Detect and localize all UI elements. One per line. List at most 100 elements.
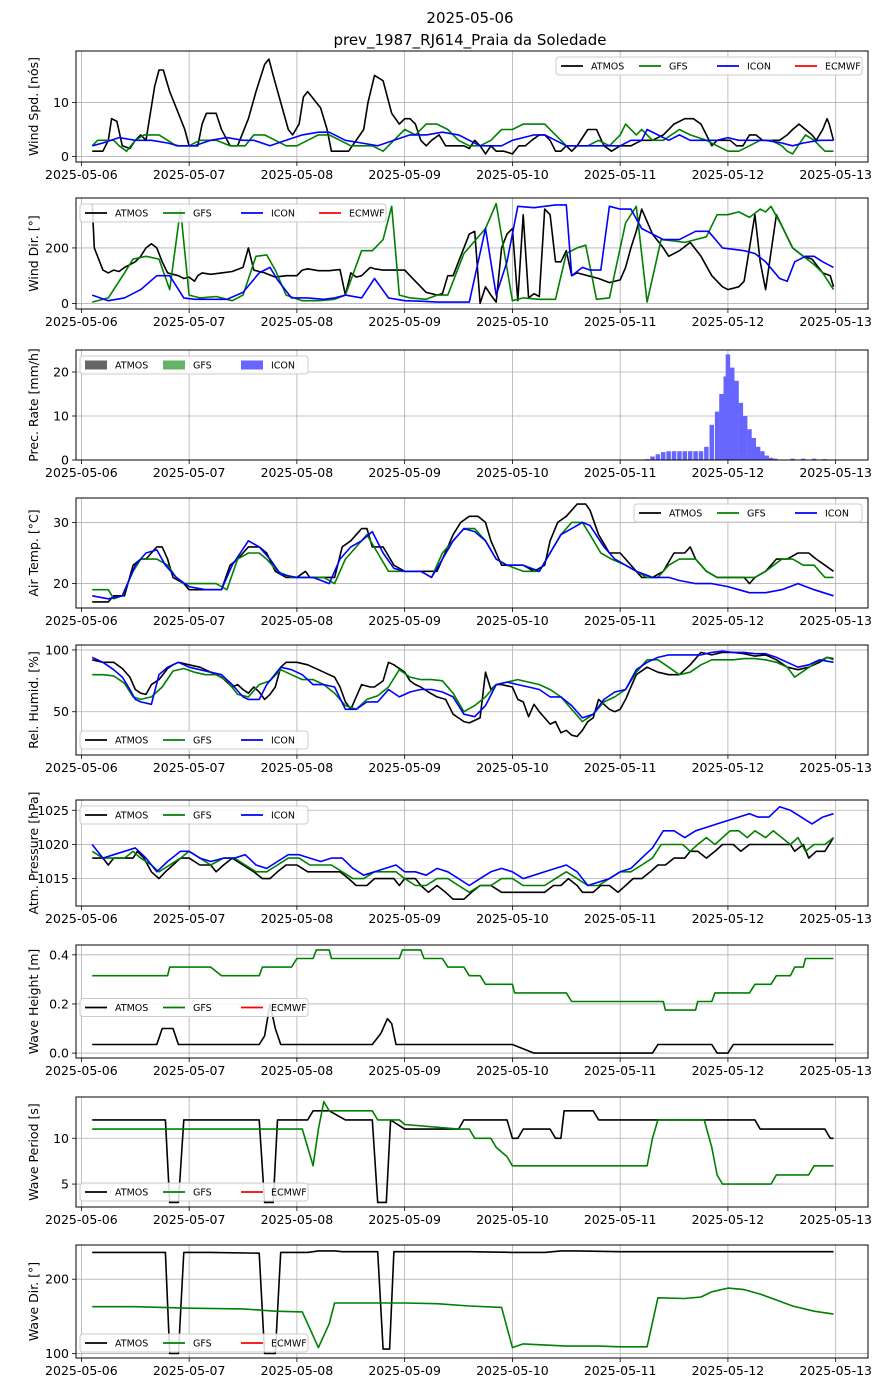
legend-label-ecmwf: ECMWF xyxy=(271,1188,307,1199)
subplot-wave_period: 2025-05-06 2025-05-07 2025-05-08 2025-05-09… xyxy=(26,1096,872,1227)
legend-label-atmos: ATMOS xyxy=(115,736,148,747)
x-tick-label: 2025-05-13 xyxy=(799,613,872,628)
x-tick-label: 2025-05-07 xyxy=(153,314,226,329)
x-tick-label: 2025-05-09 xyxy=(368,465,441,480)
axes-frame xyxy=(75,1096,869,1208)
bar-icon xyxy=(714,411,720,460)
subplot-rel_humid: 2025-05-06 2025-05-07 2025-05-08 2025-05-09… xyxy=(26,642,872,775)
axes-frame xyxy=(75,644,869,756)
series-line-gfs xyxy=(92,656,834,723)
x-tick-label: 2025-05-09 xyxy=(368,167,441,182)
legend-label-icon: ICON xyxy=(747,62,771,73)
plot-area xyxy=(92,503,834,603)
legend-box xyxy=(79,805,309,825)
x-tick-label: 2025-05-10 xyxy=(476,760,549,775)
subplot-wave_height: 2025-05-06 2025-05-07 2025-05-08 2025-05-09… xyxy=(26,944,872,1078)
legend-label-atmos: ATMOS xyxy=(115,209,148,220)
bar-icon xyxy=(719,394,724,460)
axes-frame xyxy=(75,1244,869,1359)
legend-label-atmos: ATMOS xyxy=(591,62,624,73)
legend-box xyxy=(79,730,309,750)
bar-icon xyxy=(698,451,704,460)
bar-icon xyxy=(725,354,731,460)
x-tick-label: 2025-05-07 xyxy=(153,911,226,926)
x-tick-label: 2025-05-09 xyxy=(368,911,441,926)
legend-label-gfs: GFS xyxy=(193,209,212,220)
x-tick-label: 2025-05-10 xyxy=(476,613,549,628)
plot-area xyxy=(91,58,835,155)
x-tick-label: 2025-05-06 xyxy=(45,1363,118,1378)
bar-icon xyxy=(709,424,715,460)
series-line-atmos xyxy=(91,203,835,305)
bar-icon xyxy=(677,451,682,460)
x-tick-label: 2025-05-10 xyxy=(476,1363,549,1378)
x-tick-label: 2025-05-11 xyxy=(584,1063,657,1078)
y-tick-label: 20 xyxy=(53,576,69,591)
legend-label-atmos: ATMOS xyxy=(115,361,148,372)
legend-swatch-icon xyxy=(241,360,263,370)
x-tick-label: 2025-05-13 xyxy=(799,1363,872,1378)
x-tick-label: 2025-05-06 xyxy=(45,911,118,926)
legend-label-icon: ICON xyxy=(825,509,849,520)
subplot-wave_dir: 2025-05-06 2025-05-07 2025-05-08 2025-05-09… xyxy=(26,1244,872,1378)
legend-label-icon: ICON xyxy=(271,811,295,822)
legend: ATMOS GFS ICON ECMWF xyxy=(79,203,387,223)
legend-swatch-atmos xyxy=(85,360,107,370)
y-tick-label: 10 xyxy=(53,1131,69,1146)
legend-box xyxy=(555,56,863,76)
x-tick-label: 2025-05-12 xyxy=(692,1212,765,1227)
legend-label-gfs: GFS xyxy=(669,62,688,73)
x-tick-label: 2025-05-13 xyxy=(799,1063,872,1078)
subplot-atm_pressure: 2025-05-06 2025-05-07 2025-05-08 2025-05-09… xyxy=(26,791,872,926)
series-line-gfs xyxy=(92,1287,834,1349)
legend: ATMOS GFS ECMWF xyxy=(79,1182,309,1202)
x-tick-label: 2025-05-13 xyxy=(799,760,872,775)
y-tick-label: 200 xyxy=(45,1272,69,1287)
x-tick-label: 2025-05-10 xyxy=(476,1063,549,1078)
axes-frame xyxy=(75,799,869,907)
bar-icon xyxy=(704,446,709,460)
x-tick-label: 2025-05-08 xyxy=(261,760,334,775)
legend: ATMOS GFS ICON xyxy=(79,355,309,375)
legend: ATMOS GFS ICON xyxy=(79,730,309,750)
axes-frame xyxy=(75,497,869,609)
x-tick-label: 2025-05-11 xyxy=(584,760,657,775)
x-tick-label: 2025-05-07 xyxy=(153,1363,226,1378)
y-tick-label: 0.0 xyxy=(49,1046,69,1061)
legend-label-gfs: GFS xyxy=(193,361,212,372)
bar-icon xyxy=(751,438,757,460)
y-tick-label: 0.4 xyxy=(49,947,69,962)
legend-label-gfs: GFS xyxy=(193,736,212,747)
legend-label-gfs: GFS xyxy=(193,811,212,822)
legend-label-gfs: GFS xyxy=(193,1339,212,1350)
x-tick-label: 2025-05-08 xyxy=(261,613,334,628)
legend-box xyxy=(633,503,863,523)
x-tick-label: 2025-05-11 xyxy=(584,613,657,628)
series-line-atmos xyxy=(92,651,834,738)
series-line-gfs xyxy=(92,521,834,600)
bar-icon xyxy=(666,451,671,460)
y-tick-label: 100 xyxy=(45,1346,69,1361)
y-tick-label: 1015 xyxy=(37,871,69,886)
bar-icon xyxy=(760,451,765,460)
y-axis-label: Wave Dir. [°] xyxy=(26,1262,41,1341)
y-axis-label: Prec. Rate [mm/h] xyxy=(26,348,41,462)
x-tick-label: 2025-05-07 xyxy=(153,465,226,480)
x-tick-label: 2025-05-10 xyxy=(476,1212,549,1227)
legend-label-ecmwf: ECMWF xyxy=(271,1003,307,1014)
y-tick-label: 10 xyxy=(53,409,69,424)
plot-area xyxy=(91,650,834,738)
x-tick-label: 2025-05-06 xyxy=(45,613,118,628)
y-axis-label: Atm. Pressure [hPa] xyxy=(26,791,41,914)
bar-icon xyxy=(661,452,666,460)
plot-area xyxy=(92,949,834,1054)
x-tick-label: 2025-05-10 xyxy=(476,314,549,329)
bar-icon xyxy=(790,458,795,460)
y-tick-label: 1020 xyxy=(37,837,69,852)
y-tick-label: 0.2 xyxy=(49,996,69,1011)
x-tick-label: 2025-05-09 xyxy=(368,760,441,775)
legend-label-icon: ICON xyxy=(271,209,295,220)
x-tick-label: 2025-05-11 xyxy=(584,167,657,182)
x-tick-label: 2025-05-08 xyxy=(261,167,334,182)
axes-frame xyxy=(75,50,869,163)
